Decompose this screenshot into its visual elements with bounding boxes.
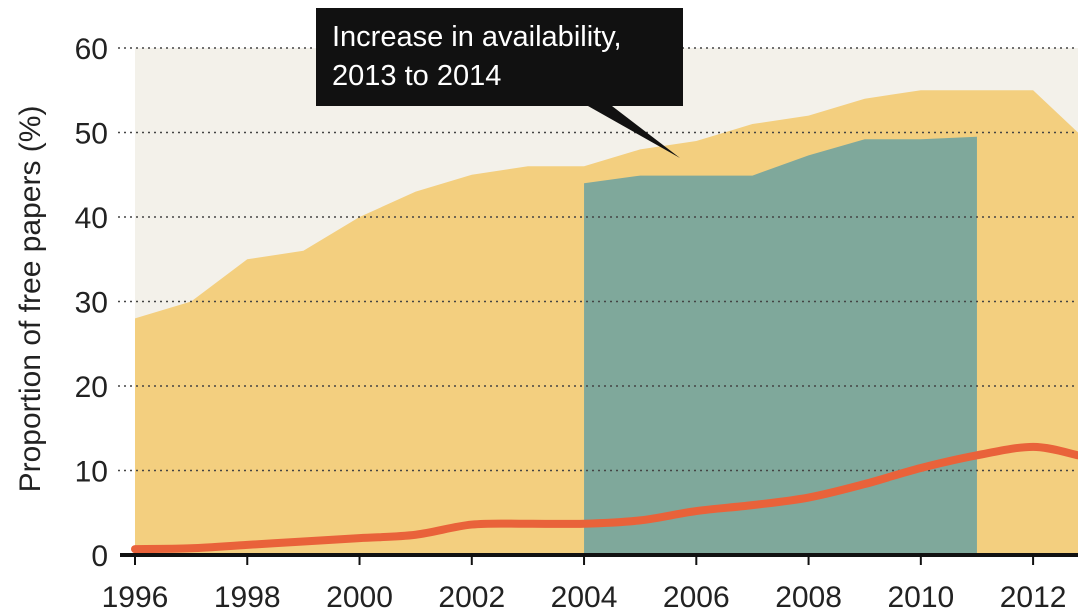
x-tick-2004: 2004 bbox=[551, 581, 618, 613]
y-tick-50: 50 bbox=[75, 118, 108, 151]
y-tick-0: 0 bbox=[91, 540, 108, 573]
x-tick-2006: 2006 bbox=[663, 581, 730, 613]
x-tick-labels: 1996 1998 2000 2002 2004 2006 2008 2010 2012 bbox=[102, 555, 1067, 613]
y-tick-40: 40 bbox=[75, 202, 108, 235]
increase-availability-area bbox=[584, 136, 977, 555]
y-axis-title: Proportion of free papers (%) bbox=[14, 106, 47, 493]
x-tick-1998: 1998 bbox=[214, 581, 281, 613]
trend-line bbox=[131, 442, 1078, 554]
annotation-callout: Increase in availability, 2013 to 2014 bbox=[316, 8, 683, 158]
x-tick-2008: 2008 bbox=[775, 581, 842, 613]
x-tick-2012: 2012 bbox=[1000, 581, 1067, 613]
y-tick-10: 10 bbox=[75, 456, 108, 489]
x-tick-1996: 1996 bbox=[102, 581, 169, 613]
annotation-box bbox=[316, 8, 683, 158]
annotation-line-2: 2013 to 2014 bbox=[332, 60, 501, 92]
x-tick-2002: 2002 bbox=[438, 581, 505, 613]
y-tick-labels: 0 10 20 30 40 50 60 bbox=[75, 33, 108, 573]
x-tick-2000: 2000 bbox=[326, 581, 393, 613]
x-tick-2010: 2010 bbox=[887, 581, 954, 613]
y-tick-20: 20 bbox=[75, 371, 108, 404]
y-tick-60: 60 bbox=[75, 33, 108, 66]
y-tick-30: 30 bbox=[75, 287, 108, 320]
annotation-line-1: Increase in availability, bbox=[332, 21, 622, 53]
